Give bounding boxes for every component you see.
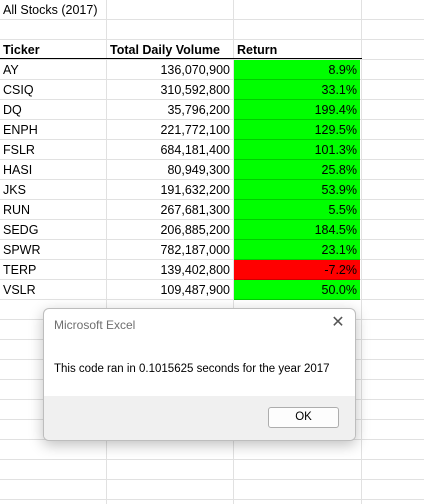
cell-ticker[interactable]: DQ xyxy=(3,103,22,117)
cell-return[interactable]: 25.8% xyxy=(234,160,360,180)
dialog-message: This code ran in 0.1015625 seconds for t… xyxy=(54,363,330,375)
cell-volume[interactable]: 684,181,400 xyxy=(160,143,230,157)
ok-button[interactable]: OK xyxy=(268,407,339,428)
grid-line xyxy=(0,499,424,500)
cell-volume[interactable]: 80,949,300 xyxy=(167,163,230,177)
grid-line xyxy=(0,19,424,20)
cell-ticker[interactable]: ENPH xyxy=(3,123,38,137)
grid-line xyxy=(0,139,424,140)
cell-volume[interactable]: 191,632,200 xyxy=(160,183,230,197)
cell-volume[interactable]: 221,772,100 xyxy=(160,123,230,137)
cell-volume[interactable]: 206,885,200 xyxy=(160,223,230,237)
grid-line xyxy=(0,459,424,460)
cell-volume[interactable]: 109,487,900 xyxy=(160,283,230,297)
close-icon[interactable]: ✕ xyxy=(331,314,345,331)
cell-volume[interactable]: 310,592,800 xyxy=(160,83,230,97)
grid-line xyxy=(0,39,424,40)
header-ticker[interactable]: Ticker xyxy=(3,43,40,57)
grid-line xyxy=(0,239,424,240)
dialog-footer: OK xyxy=(44,396,355,440)
cell-return[interactable]: 199.4% xyxy=(234,100,360,120)
cell-ticker[interactable]: HASI xyxy=(3,163,33,177)
cell-ticker[interactable]: SEDG xyxy=(3,223,39,237)
cell-return[interactable]: 101.3% xyxy=(234,140,360,160)
grid-line xyxy=(0,119,424,120)
cell-return[interactable]: 23.1% xyxy=(234,240,360,260)
grid-line xyxy=(0,79,424,80)
cell-ticker[interactable]: RUN xyxy=(3,203,31,217)
grid-line xyxy=(0,259,424,260)
cell-ticker[interactable]: SPWR xyxy=(3,243,41,257)
grid-line xyxy=(0,219,424,220)
cell-return[interactable]: 50.0% xyxy=(234,280,360,300)
dialog-title: Microsoft Excel xyxy=(54,318,136,332)
grid-line xyxy=(0,99,424,100)
grid-line xyxy=(0,179,424,180)
grid-line xyxy=(106,0,107,504)
header-return[interactable]: Return xyxy=(237,43,278,57)
sheet-title[interactable]: All Stocks (2017) xyxy=(3,3,98,17)
cell-return[interactable]: 33.1% xyxy=(234,80,360,100)
grid-line xyxy=(0,199,424,200)
grid-line xyxy=(361,0,362,504)
cell-ticker[interactable]: CSIQ xyxy=(3,83,34,97)
grid-line xyxy=(0,159,424,160)
header-border xyxy=(0,58,362,59)
cell-return[interactable]: 129.5% xyxy=(234,120,360,140)
cell-volume[interactable]: 139,402,800 xyxy=(160,263,230,277)
cell-volume[interactable]: 782,187,000 xyxy=(160,243,230,257)
cell-volume[interactable]: 136,070,900 xyxy=(160,63,230,77)
grid-line xyxy=(0,299,424,300)
cell-ticker[interactable]: TERP xyxy=(3,263,37,277)
cell-ticker[interactable]: VSLR xyxy=(3,283,36,297)
grid-line xyxy=(0,59,424,60)
cell-ticker[interactable]: JKS xyxy=(3,183,26,197)
cell-ticker[interactable]: FSLR xyxy=(3,143,35,157)
cell-return[interactable]: 5.5% xyxy=(234,200,360,220)
message-dialog: Microsoft Excel ✕ This code ran in 0.101… xyxy=(43,308,356,441)
cell-return[interactable]: 53.9% xyxy=(234,180,360,200)
grid-line xyxy=(233,0,234,504)
cell-ticker[interactable]: AY xyxy=(3,63,19,77)
grid-line xyxy=(0,279,424,280)
grid-line xyxy=(0,479,424,480)
cell-return[interactable]: 8.9% xyxy=(234,60,360,80)
cell-return[interactable]: 184.5% xyxy=(234,220,360,240)
cell-return[interactable]: -7.2% xyxy=(234,260,360,280)
header-volume[interactable]: Total Daily Volume xyxy=(110,43,220,57)
cell-volume[interactable]: 35,796,200 xyxy=(167,103,230,117)
cell-volume[interactable]: 267,681,300 xyxy=(160,203,230,217)
